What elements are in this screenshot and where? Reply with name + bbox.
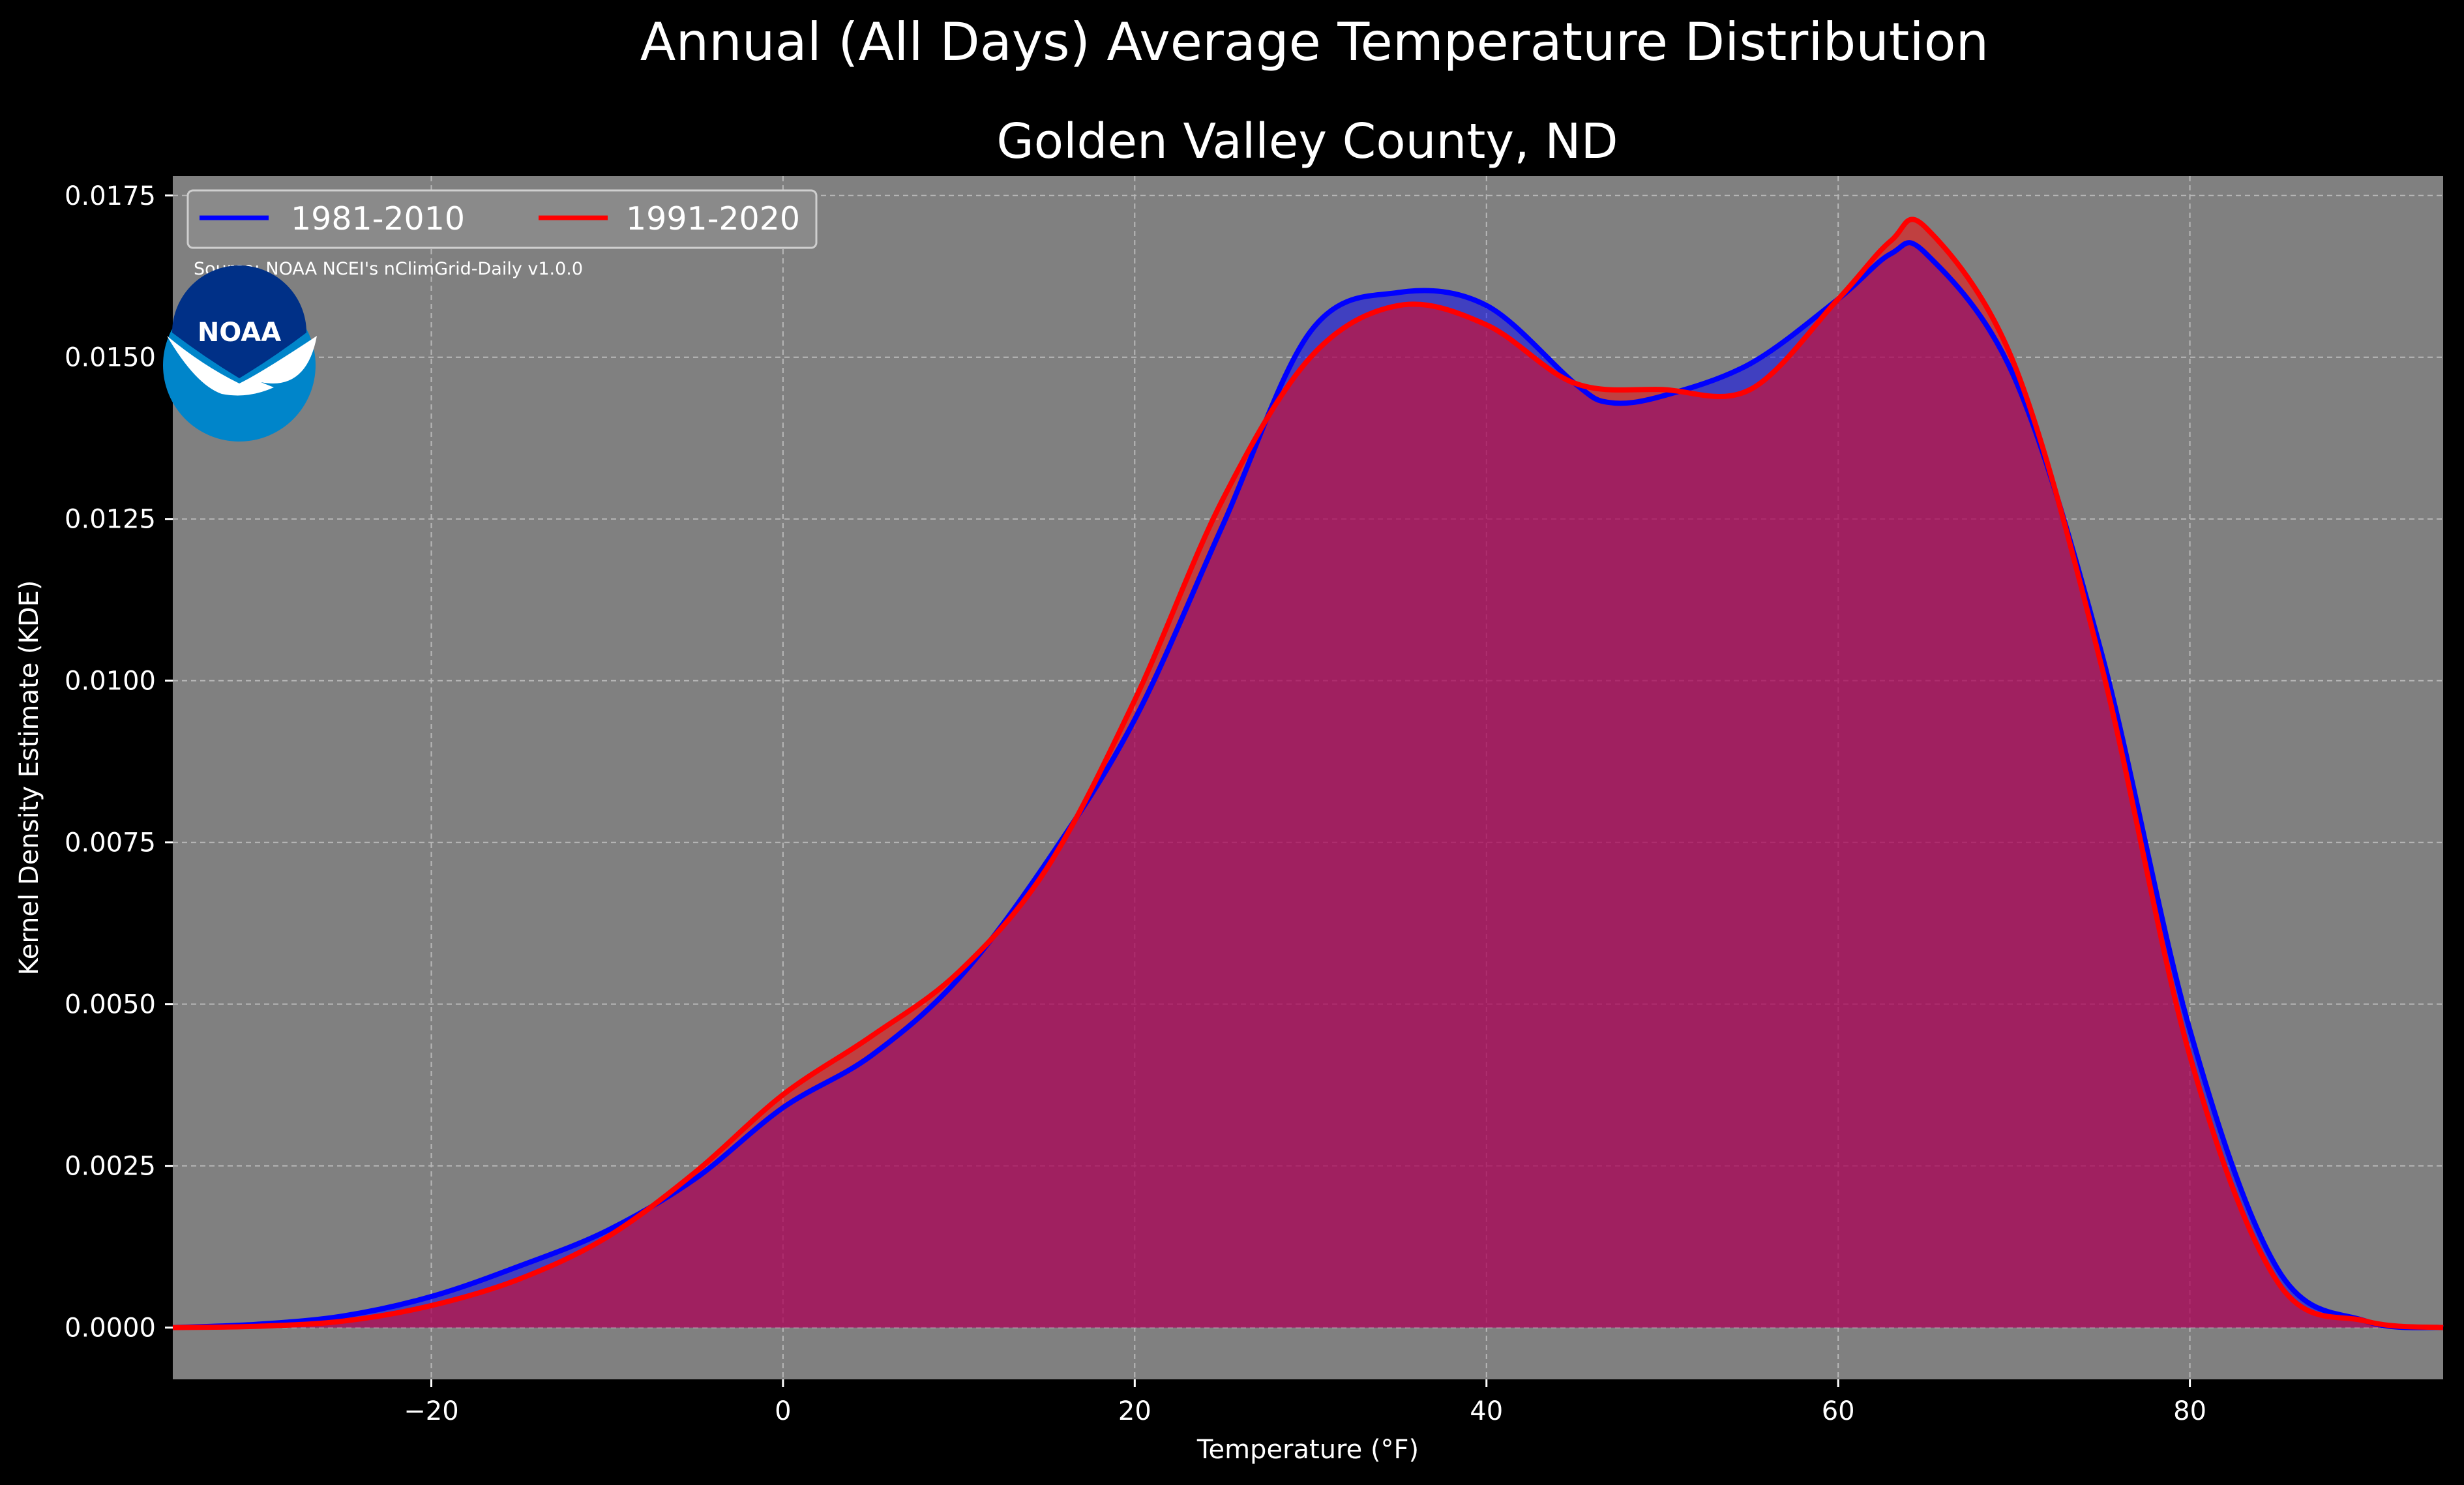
y-tick-label: 0.0075 bbox=[65, 828, 156, 858]
x-axis-label: Temperature (°F) bbox=[1196, 1435, 1419, 1465]
legend-label-1981-2010: 1981-2010 bbox=[291, 200, 465, 237]
noaa-logo-text: NOAA bbox=[198, 318, 281, 348]
y-tick-label: 0.0050 bbox=[65, 990, 156, 1020]
x-tick-label: 0 bbox=[775, 1396, 791, 1426]
y-tick-label: 0.0150 bbox=[65, 343, 156, 373]
series-line-1991-2020 bbox=[172, 217, 2444, 1330]
legend: 1981-2010 1991-2020 bbox=[186, 189, 818, 249]
noaa-logo-inner-shape bbox=[172, 265, 306, 378]
axes: −20 0 20 40 60 80 0.0000 0.0025 0.0050 0.0075 0.01… bbox=[65, 181, 2206, 1426]
x-tick-label: 20 bbox=[1118, 1396, 1151, 1426]
y-tick-label: 0.0100 bbox=[65, 667, 156, 697]
y-tick-label: 0.0125 bbox=[65, 505, 156, 535]
x-tick-label: 40 bbox=[1470, 1396, 1503, 1426]
y-axis-label: Kernel Density Estimate (KDE) bbox=[14, 580, 44, 975]
y-tick-label: 0.0025 bbox=[65, 1152, 156, 1182]
legend-label-1991-2020: 1991-2020 bbox=[626, 200, 800, 237]
noaa-logo-bird bbox=[167, 336, 317, 396]
area-fill-1991-2020 bbox=[173, 219, 2443, 1328]
x-tick-label: −20 bbox=[404, 1396, 458, 1426]
plot-content bbox=[172, 217, 2444, 1330]
y-tick-label: 0.0000 bbox=[65, 1313, 156, 1343]
x-tick-label: 80 bbox=[2173, 1396, 2206, 1426]
chart-suptitle: Annual (All Days) Average Temperature Di… bbox=[640, 12, 1989, 72]
x-tick-label: 60 bbox=[1822, 1396, 1855, 1426]
y-tick-label: 0.0175 bbox=[65, 181, 156, 211]
chart-title: Golden Valley County, ND bbox=[996, 113, 1618, 170]
legend-frame bbox=[186, 189, 818, 249]
noaa-logo-icon: NOAA bbox=[163, 265, 317, 442]
